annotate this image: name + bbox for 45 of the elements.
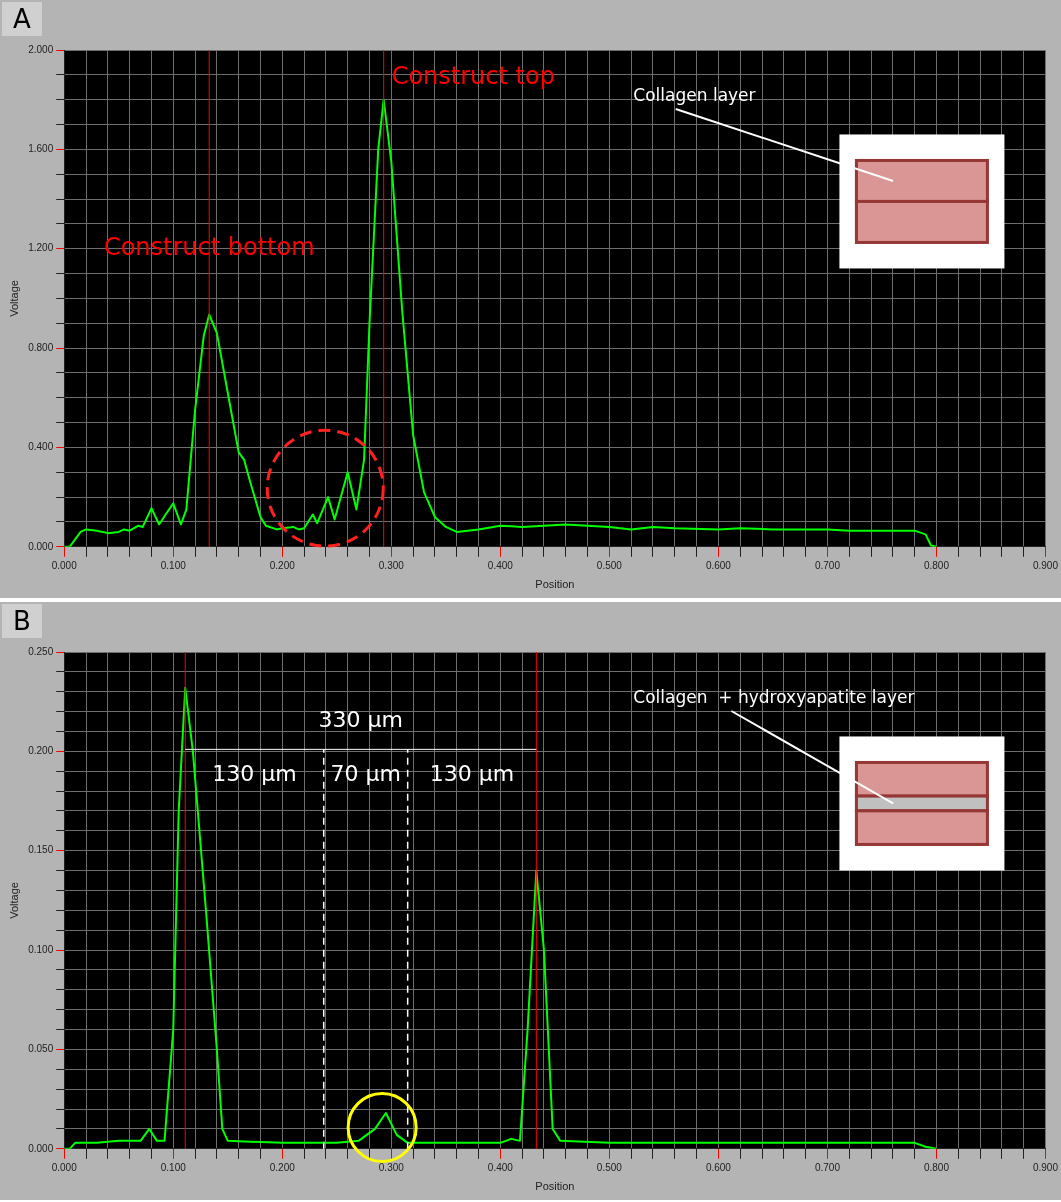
y-tick-label: 0.150 (28, 844, 54, 856)
x-tick-label: 0.800 (923, 559, 950, 571)
y-axis-title: Voltage (7, 280, 20, 317)
y-tick-label: 0.000 (28, 540, 54, 552)
y-tick-label: 0.050 (28, 1043, 54, 1055)
x-tick-label: 0.100 (160, 1161, 187, 1173)
x-tick-label: 0.300 (378, 1161, 405, 1173)
x-tick-label: 0.500 (596, 1161, 623, 1173)
x-tick-label: 0.100 (160, 559, 187, 571)
y-tick-label: 0.000 (28, 1142, 54, 1154)
chart-title: A (2, 2, 42, 36)
x-tick-label: 0.200 (269, 1161, 296, 1173)
x-tick-label: 0.900 (1032, 559, 1059, 571)
x-tick-label: 0.800 (923, 1161, 950, 1173)
y-tick-label: 2.000 (28, 43, 54, 55)
x-axis-title: Position (535, 1180, 575, 1193)
annotation: Collagen + hydroxyapatite layer (633, 686, 915, 707)
x-tick-label: 0.600 (705, 1161, 732, 1173)
x-axis-title: Position (535, 578, 575, 591)
x-tick-label: 0.700 (814, 1161, 841, 1173)
y-axis-title: Voltage (7, 882, 20, 919)
y-tick-label: 0.100 (28, 943, 54, 955)
y-tick-label: 1.200 (28, 242, 54, 254)
ref-line-label: Construct top (391, 61, 555, 90)
annotation: 70 µm (330, 761, 401, 787)
annotation: 330 µm (318, 707, 403, 733)
x-tick-label: 0.400 (487, 1161, 514, 1173)
y-tick-label: 1.600 (28, 143, 54, 155)
chart-title: B (2, 604, 42, 638)
x-tick-label: 0.000 (51, 1161, 78, 1173)
x-tick-label: 0.300 (378, 559, 405, 571)
annotation: 130 µm (212, 761, 297, 787)
y-tick-label: 0.200 (28, 745, 54, 757)
annotation: 130 µm (429, 761, 515, 787)
y-tick-label: 0.250 (28, 645, 54, 657)
annotation: Collagen layer (633, 84, 756, 105)
x-tick-label: 0.700 (814, 559, 841, 571)
y-tick-label: 0.400 (28, 441, 54, 453)
x-tick-label: 0.500 (596, 559, 623, 571)
x-tick-label: 0.400 (487, 559, 514, 571)
x-tick-label: 0.600 (705, 559, 732, 571)
y-tick-label: 0.800 (28, 341, 54, 353)
x-tick-label: 0.900 (1032, 1161, 1059, 1173)
x-tick-label: 0.000 (51, 559, 78, 571)
x-tick-label: 0.200 (269, 559, 296, 571)
